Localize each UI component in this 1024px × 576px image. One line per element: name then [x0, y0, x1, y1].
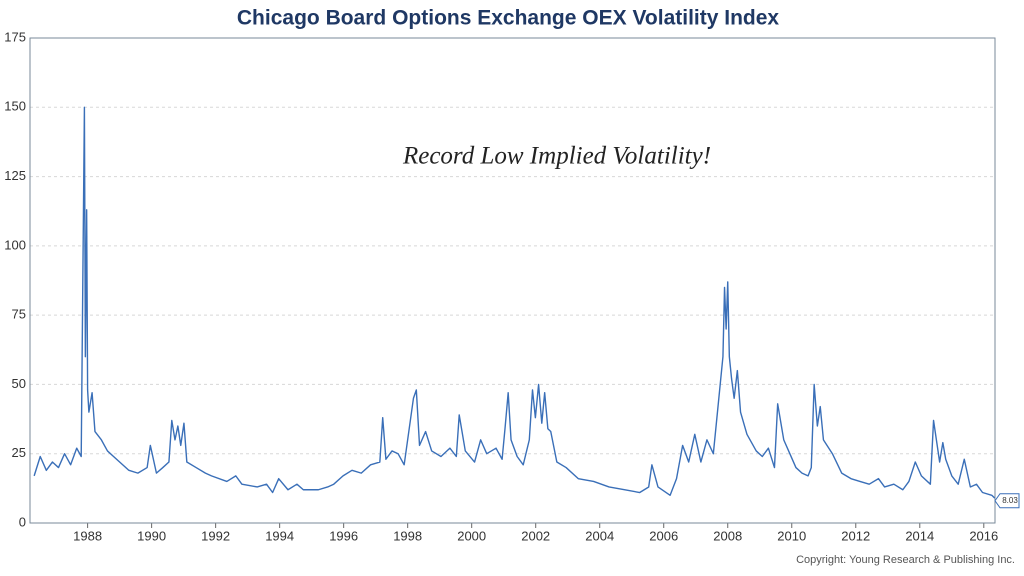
x-tick-label: 2014 — [905, 528, 934, 543]
chart-title: Chicago Board Options Exchange OEX Volat… — [237, 7, 780, 30]
y-tick-label: 125 — [4, 168, 26, 183]
source-note: Copyright: Young Research & Publishing I… — [796, 554, 1015, 566]
x-tick-label: 1992 — [201, 528, 230, 543]
x-tick-label: 1998 — [393, 528, 422, 543]
x-tick-label: 2004 — [585, 528, 614, 543]
x-tick-label: 1996 — [329, 528, 358, 543]
x-tick-label: 2002 — [521, 528, 550, 543]
x-tick-label: 2016 — [969, 528, 998, 543]
y-tick-label: 0 — [19, 514, 26, 529]
series-line — [33, 106, 996, 499]
end-value-label: 8.03 — [1002, 496, 1018, 505]
x-tick-label: 2010 — [777, 528, 806, 543]
x-tick-label: 2006 — [649, 528, 678, 543]
annotation: Record Low Implied Volatility! — [402, 143, 711, 170]
y-tick-label: 150 — [4, 99, 26, 114]
y-tick-label: 100 — [4, 237, 26, 252]
end-label-box — [994, 493, 1020, 509]
y-tick-label: 75 — [12, 307, 26, 322]
y-tick-label: 175 — [4, 29, 26, 44]
plot-frame — [29, 37, 996, 524]
x-tick-label: 2008 — [713, 528, 742, 543]
x-tick-label: 2000 — [457, 528, 486, 543]
x-tick-label: 2012 — [841, 528, 870, 543]
x-tick-label: 1990 — [137, 528, 166, 543]
y-tick-label: 25 — [12, 445, 26, 460]
x-tick-label: 1988 — [73, 528, 102, 543]
x-tick-label: 1994 — [265, 528, 294, 543]
y-tick-label: 50 — [12, 376, 26, 391]
